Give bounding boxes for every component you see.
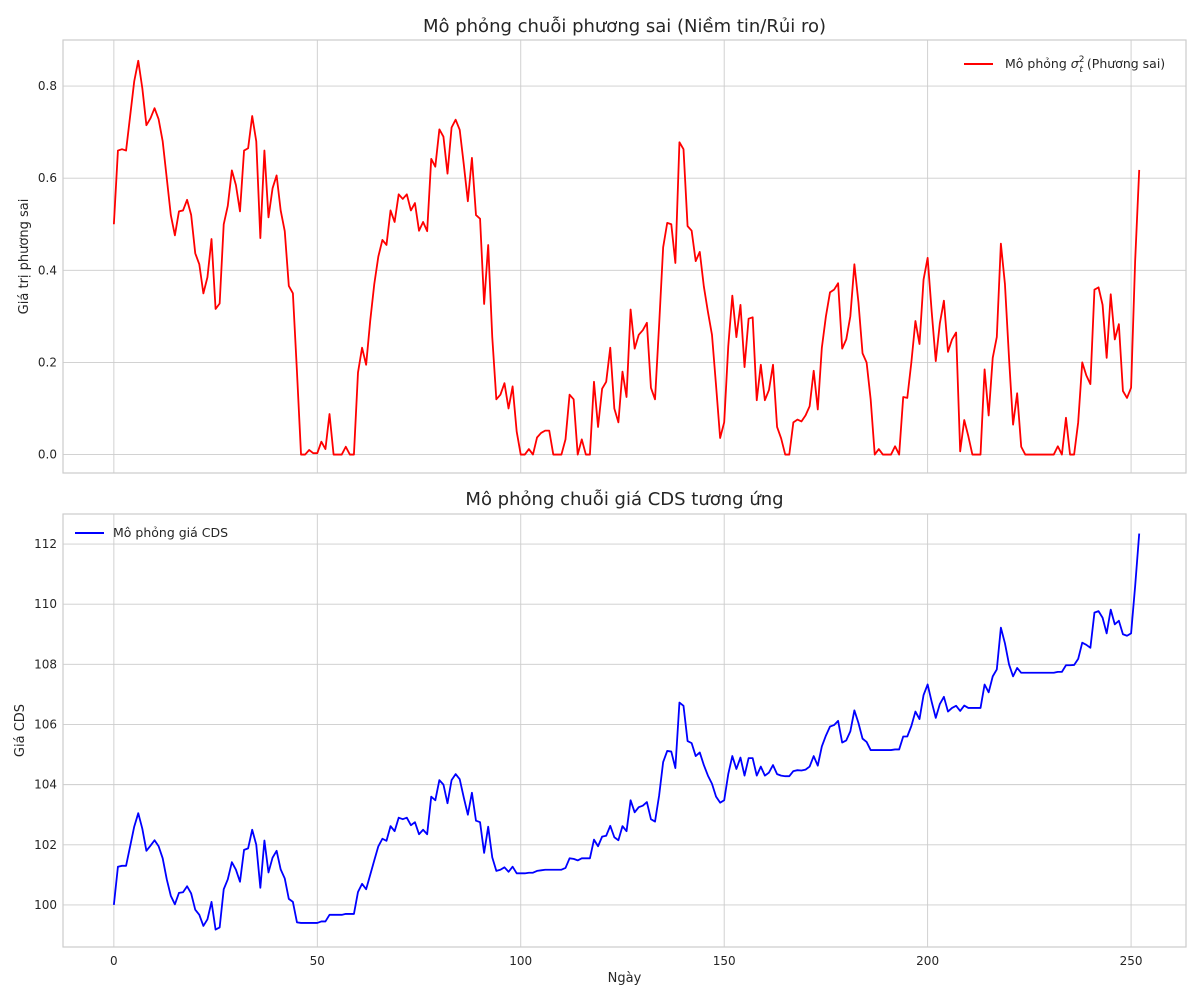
cds-chart-title: Mô phỏng chuỗi giá CDS tương ứng	[465, 489, 783, 510]
cds-legend: Mô phỏng giá CDS	[75, 525, 228, 540]
cds-x-tick-label: 200	[916, 954, 939, 968]
variance-y-axis-label: Giá trị phương sai	[17, 199, 32, 315]
cds-y-tick-label: 100	[34, 898, 57, 912]
variance-chart-title: Mô phỏng chuỗi phương sai (Niềm tin/Rủi …	[423, 16, 826, 37]
variance-legend: Mô phỏng σ2 t (Phương sai)	[964, 55, 1165, 75]
cds-plot-area	[62, 513, 1187, 948]
cds-x-tick-label: 150	[713, 954, 736, 968]
variance-plot-area	[62, 39, 1187, 474]
cds-y-tick-label: 106	[34, 717, 57, 731]
variance-y-tick-label: 0.6	[38, 171, 57, 185]
variance-legend-label: Mô phỏng σ2 t (Phương sai)	[1005, 55, 1165, 75]
cds-series-line	[112, 533, 1141, 931]
cds-legend-label: Mô phỏng giá CDS	[113, 525, 228, 540]
cds-x-axis-label: Ngày	[608, 971, 642, 986]
cds-x-tick-label: 0	[110, 954, 118, 968]
cds-x-tick-label: 100	[509, 954, 532, 968]
cds-y-tick-label: 108	[34, 657, 57, 671]
cds-x-tick-label: 250	[1120, 954, 1143, 968]
cds-y-axis-label: Giá CDS	[13, 704, 28, 757]
variance-y-tick-label: 0.2	[38, 355, 57, 369]
variance-y-tick-label: 0.4	[38, 263, 57, 277]
cds-x-tick-label: 50	[310, 954, 325, 968]
variance-series-line	[112, 59, 1141, 456]
cds-y-tick-label: 104	[34, 778, 57, 792]
cds-y-tick-label: 110	[34, 597, 57, 611]
variance-y-tick-label: 0.0	[38, 448, 57, 462]
cds-chart-panel: 0 50 100 150 200 250 100 102 104 106 108 110 112 Mô …	[13, 489, 1187, 986]
cds-y-tick-label: 112	[34, 537, 57, 551]
variance-chart-panel: 0.0 0.2 0.4 0.6 0.8 Mô phỏng chuỗi phương sa…	[17, 16, 1187, 474]
cds-y-tick-label: 102	[34, 838, 57, 852]
variance-y-tick-label: 0.8	[38, 79, 57, 93]
